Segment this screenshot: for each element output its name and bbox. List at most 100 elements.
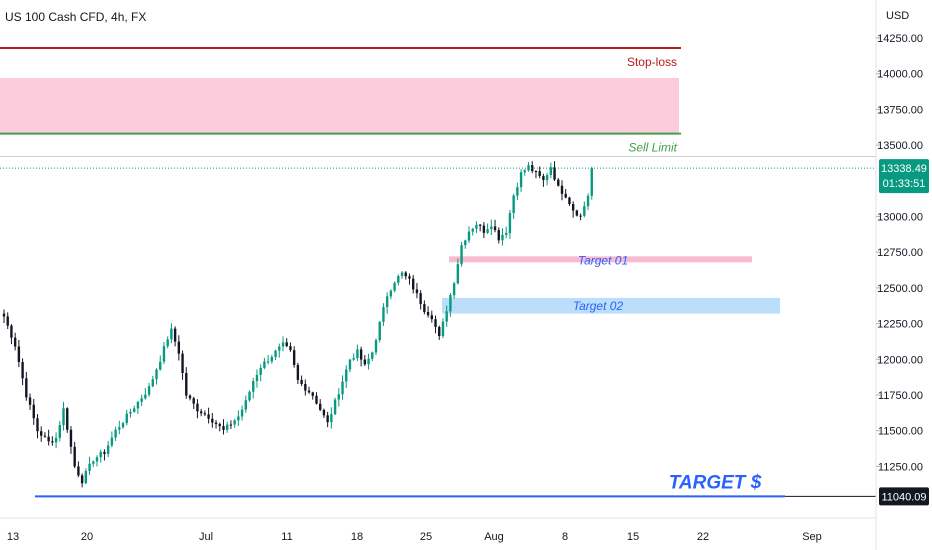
candle[interactable] [490, 219, 493, 235]
candle[interactable] [47, 429, 50, 446]
candle[interactable] [106, 440, 110, 458]
candle[interactable] [382, 303, 385, 327]
candle[interactable] [385, 292, 389, 314]
candle[interactable] [371, 351, 374, 362]
candle[interactable] [73, 441, 76, 469]
candle[interactable] [326, 411, 329, 428]
candle[interactable] [84, 468, 88, 485]
candle[interactable] [363, 355, 367, 366]
candle[interactable] [88, 456, 91, 476]
candle[interactable] [393, 281, 396, 293]
candle[interactable] [486, 223, 489, 235]
candle[interactable] [92, 460, 95, 467]
candle[interactable] [307, 386, 311, 394]
candle[interactable] [315, 392, 318, 405]
candle[interactable] [542, 173, 545, 187]
candle[interactable] [274, 349, 277, 361]
candle[interactable] [493, 219, 497, 233]
candle[interactable] [482, 222, 486, 239]
candle[interactable] [226, 421, 229, 433]
candle[interactable] [181, 350, 184, 380]
candle[interactable] [460, 241, 463, 267]
price-axis[interactable]: USD 14250.00 14000.00 13750.00 13500.00 13000… [875, 0, 929, 550]
candle[interactable] [237, 410, 240, 426]
candle[interactable] [516, 182, 519, 201]
candle[interactable] [211, 412, 214, 428]
candle[interactable] [166, 336, 169, 349]
candle[interactable] [300, 375, 303, 387]
candle[interactable] [144, 388, 147, 400]
candle[interactable] [69, 426, 73, 454]
candle[interactable] [549, 162, 553, 179]
candle[interactable] [590, 166, 593, 200]
candle[interactable] [557, 178, 560, 187]
candle[interactable] [423, 300, 426, 315]
candle[interactable] [545, 172, 549, 186]
candle[interactable] [434, 315, 437, 334]
candle[interactable] [136, 400, 140, 414]
candle[interactable] [155, 368, 158, 385]
candle[interactable] [173, 326, 177, 347]
candle[interactable] [568, 196, 571, 206]
candle[interactable] [40, 426, 43, 442]
candle[interactable] [185, 367, 188, 399]
candle[interactable] [564, 188, 567, 199]
candle[interactable] [218, 422, 221, 432]
candle[interactable] [337, 388, 340, 407]
candle[interactable] [352, 353, 355, 361]
candle[interactable] [133, 405, 136, 413]
candle[interactable] [285, 338, 288, 348]
candle[interactable] [95, 455, 99, 467]
candle[interactable] [475, 221, 478, 233]
candle[interactable] [263, 357, 266, 370]
candle[interactable] [289, 342, 292, 352]
candle[interactable] [311, 391, 314, 400]
price-badge[interactable] [879, 159, 929, 194]
candle[interactable] [77, 461, 80, 478]
candle[interactable] [270, 354, 274, 364]
candle[interactable] [80, 473, 84, 488]
candle[interactable] [415, 283, 419, 299]
candle[interactable] [177, 335, 181, 361]
candle[interactable] [121, 421, 125, 429]
candle[interactable] [252, 377, 255, 399]
candle[interactable] [531, 161, 534, 174]
candle[interactable] [449, 293, 452, 317]
candle[interactable] [13, 332, 17, 351]
candle[interactable] [512, 193, 515, 219]
candle[interactable] [103, 449, 106, 461]
candle[interactable] [54, 432, 58, 449]
candle[interactable] [162, 341, 166, 365]
candle[interactable] [389, 289, 393, 300]
candle[interactable] [397, 274, 400, 286]
candle[interactable] [207, 407, 210, 424]
candle[interactable] [170, 323, 173, 344]
candle[interactable] [579, 213, 582, 221]
candle[interactable] [378, 320, 381, 343]
candle[interactable] [129, 408, 132, 418]
candle[interactable] [2, 309, 6, 324]
candle[interactable] [10, 324, 13, 345]
candle[interactable] [348, 358, 352, 373]
candle[interactable] [125, 409, 128, 426]
candle[interactable] [560, 180, 564, 201]
candle[interactable] [43, 432, 47, 438]
candle[interactable] [501, 228, 504, 246]
candle[interactable] [196, 399, 199, 419]
candle[interactable] [430, 310, 433, 323]
candle[interactable] [571, 201, 575, 218]
candle[interactable] [452, 281, 456, 299]
candle[interactable] [408, 273, 411, 285]
candle[interactable] [527, 161, 530, 172]
candle[interactable] [259, 364, 262, 382]
candle[interactable] [508, 209, 512, 239]
candle[interactable] [159, 355, 162, 371]
candle[interactable] [222, 419, 225, 435]
candle[interactable] [233, 418, 236, 428]
candle[interactable] [66, 407, 69, 433]
candle[interactable] [62, 401, 65, 431]
candle[interactable] [28, 393, 32, 410]
candle[interactable] [188, 394, 192, 401]
candle[interactable] [456, 258, 460, 285]
